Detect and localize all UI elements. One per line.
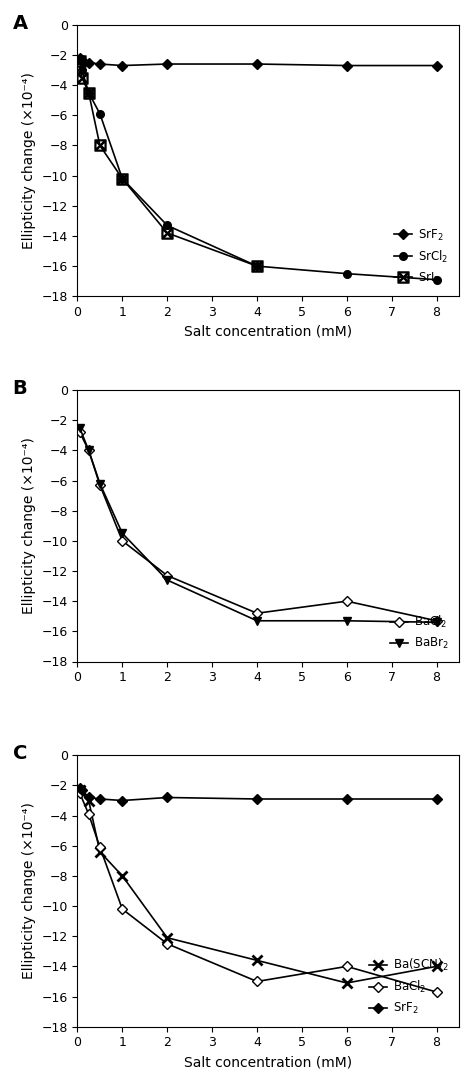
Legend: Ba(SCN)$_2$, BaCl$_2$, SrF$_2$: Ba(SCN)$_2$, BaCl$_2$, SrF$_2$	[365, 952, 453, 1021]
X-axis label: Salt concentration (mM): Salt concentration (mM)	[184, 324, 352, 338]
Y-axis label: Ellipticity change (×10⁻⁴): Ellipticity change (×10⁻⁴)	[22, 73, 36, 249]
X-axis label: Salt concentration (mM): Salt concentration (mM)	[184, 1055, 352, 1069]
Legend: SrF$_2$, SrCl$_2$, SrI$_2$: SrF$_2$, SrCl$_2$, SrI$_2$	[390, 223, 453, 291]
Text: B: B	[13, 379, 27, 398]
Text: A: A	[13, 14, 27, 33]
Y-axis label: Ellipticity change (×10⁻⁴): Ellipticity change (×10⁻⁴)	[22, 437, 36, 615]
Text: C: C	[13, 745, 27, 763]
Legend: BaCl$_2$, BaBr$_2$: BaCl$_2$, BaBr$_2$	[385, 609, 453, 656]
Y-axis label: Ellipticity change (×10⁻⁴): Ellipticity change (×10⁻⁴)	[22, 802, 36, 980]
